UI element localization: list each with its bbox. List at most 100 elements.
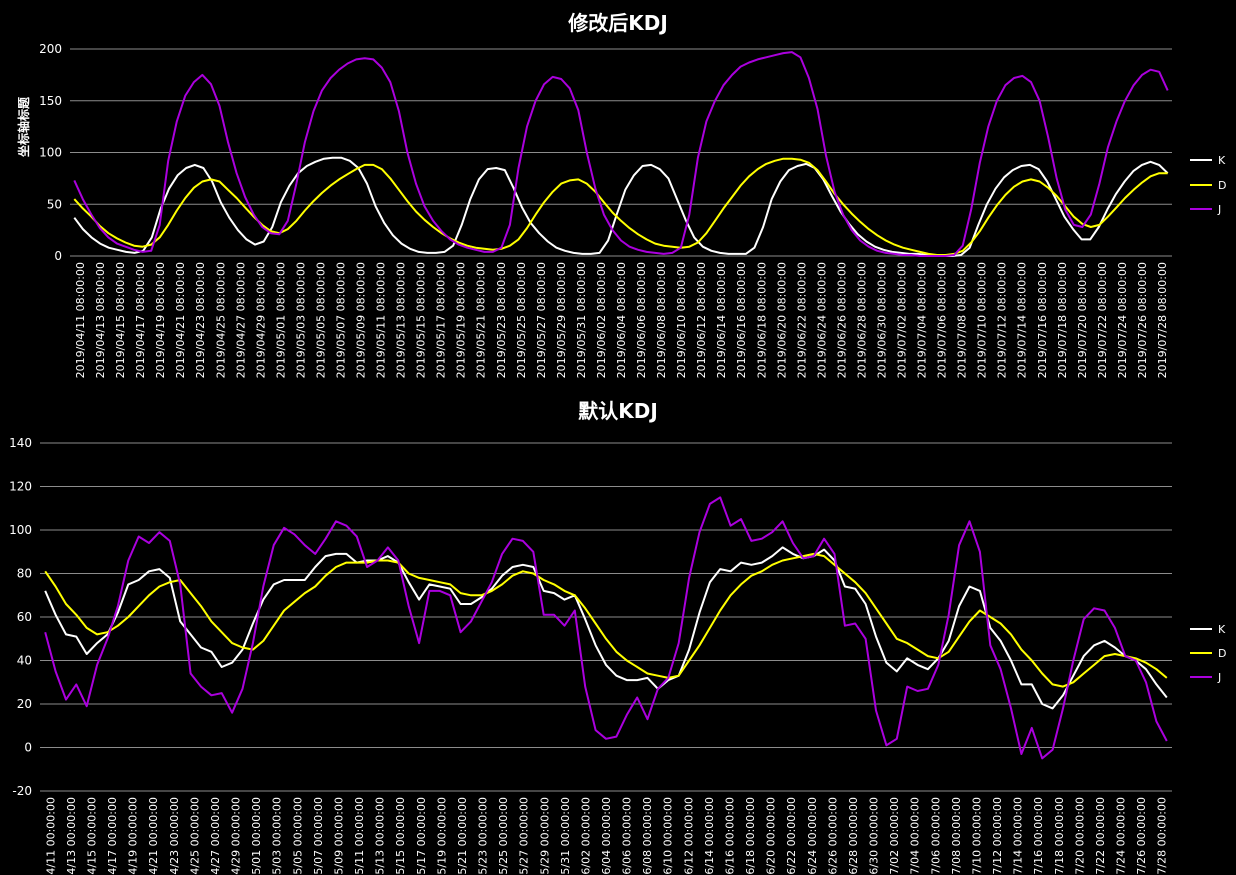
x-tick-label: 2019/05/15 08:00:00 (415, 262, 428, 378)
legend-label-D: D (1218, 179, 1226, 192)
y-tick-label: 50 (47, 197, 62, 211)
x-tick-label: 2019/05/13 08:00:00 (395, 262, 408, 378)
x-tick-label: 2019/06/08 00:00:00 (641, 797, 654, 875)
x-tick-label: 2019/05/09 08:00:00 (355, 262, 368, 378)
x-tick-label: 2019/07/24 08:00:00 (1116, 262, 1129, 378)
x-tick-label: 2019/05/23 08:00:00 (495, 262, 508, 378)
x-tick-label: 2019/07/10 08:00:00 (976, 262, 989, 378)
x-tick-label: 2019/07/20 00:00:00 (1073, 797, 1086, 875)
series-line-D (44, 552, 1168, 688)
x-tick-label: 2019/05/01 08:00:00 (274, 262, 287, 378)
x-tick-label: 2019/05/25 00:00:00 (497, 797, 510, 875)
series-lines (73, 51, 1169, 257)
x-tick-label: 2019/04/15 00:00:00 (85, 797, 98, 875)
y-tick-label: 0 (54, 249, 62, 263)
x-tick-label: 2019/07/12 00:00:00 (991, 797, 1004, 875)
x-tick-label: 2019/04/17 00:00:00 (106, 797, 119, 875)
x-tick-label: 2019/07/22 00:00:00 (1094, 797, 1107, 875)
x-tick-label: 2019/06/14 08:00:00 (715, 262, 728, 378)
y-tick-labels: 0 50 100 150 200 (39, 42, 62, 263)
x-tick-label: 2019/07/28 00:00:00 (1156, 797, 1169, 875)
y-tick-label: 200 (39, 42, 62, 56)
x-tick-label: 2019/05/19 08:00:00 (455, 262, 468, 378)
x-tick-label: 2019/05/03 00:00:00 (271, 797, 284, 875)
x-tick-label: 2019/06/08 08:00:00 (655, 262, 668, 378)
x-tick-label: 2019/05/07 00:00:00 (312, 797, 325, 875)
chart-title: 默认KDJ (578, 399, 658, 423)
x-tick-labels: 2019/04/11 00:00:00 2019/04/13 00:00:00 20… (44, 797, 1168, 875)
x-tick-label: 2019/04/23 00:00:00 (168, 797, 181, 875)
x-tick-label: 2019/05/17 08:00:00 (435, 262, 448, 378)
x-tick-label: 2019/05/03 08:00:00 (294, 262, 307, 378)
y-tick-label: 20 (17, 697, 32, 711)
x-tick-label: 2019/05/29 00:00:00 (538, 797, 551, 875)
x-tick-label: 2019/06/26 00:00:00 (826, 797, 839, 875)
x-tick-label: 2019/04/19 08:00:00 (154, 262, 167, 378)
y-tick-label: 60 (17, 610, 32, 624)
x-tick-label: 2019/06/20 00:00:00 (765, 797, 778, 875)
x-tick-label: 2019/06/30 08:00:00 (875, 262, 888, 378)
x-tick-label: 2019/06/12 00:00:00 (682, 797, 695, 875)
x-tick-label: 2019/06/28 00:00:00 (847, 797, 860, 875)
x-tick-label: 2019/07/28 08:00:00 (1156, 262, 1169, 378)
x-tick-label: 2019/05/01 00:00:00 (250, 797, 263, 875)
x-tick-label: 2019/05/27 08:00:00 (535, 262, 548, 378)
series-line-J (73, 51, 1169, 257)
x-tick-label: 2019/06/10 08:00:00 (675, 262, 688, 378)
y-axis-title: 坐标轴标题 (16, 96, 31, 157)
series-lines (44, 496, 1168, 760)
x-tick-label: 2019/06/04 00:00:00 (600, 797, 613, 875)
x-tick-label: 2019/07/16 08:00:00 (1036, 262, 1049, 378)
x-tick-label: 2019/05/21 08:00:00 (475, 262, 488, 378)
x-tick-label: 2019/07/04 00:00:00 (909, 797, 922, 875)
x-tick-label: 2019/04/13 08:00:00 (94, 262, 107, 378)
x-tick-label: 2019/04/21 00:00:00 (147, 797, 160, 875)
x-tick-label: 2019/05/27 00:00:00 (518, 797, 531, 875)
x-tick-label: 2019/04/13 00:00:00 (65, 797, 78, 875)
x-tick-label: 2019/07/08 00:00:00 (950, 797, 963, 875)
x-tick-label: 2019/04/25 00:00:00 (188, 797, 201, 875)
y-tick-label: 40 (17, 654, 32, 668)
x-tick-labels: 2019/04/11 08:00:00 2019/04/13 08:00:00 20… (74, 262, 1169, 378)
x-tick-label: 2019/04/19 00:00:00 (127, 797, 140, 875)
x-tick-label: 2019/06/02 00:00:00 (579, 797, 592, 875)
x-tick-label: 2019/06/20 08:00:00 (775, 262, 788, 378)
x-tick-label: 2019/06/02 08:00:00 (595, 262, 608, 378)
y-tick-label: -20 (12, 784, 32, 798)
x-tick-label: 2019/07/02 08:00:00 (896, 262, 909, 378)
y-tick-label: 120 (9, 480, 32, 494)
x-tick-label: 2019/06/16 00:00:00 (723, 797, 736, 875)
x-tick-label: 2019/05/19 00:00:00 (435, 797, 448, 875)
x-tick-label: 2019/06/16 08:00:00 (735, 262, 748, 378)
x-tick-label: 2019/06/30 00:00:00 (868, 797, 881, 875)
legend-label-J: J (1217, 671, 1221, 684)
x-tick-label: 2019/07/26 08:00:00 (1136, 262, 1149, 378)
x-tick-label: 2019/06/24 08:00:00 (815, 262, 828, 378)
y-tick-labels: -20 0 20 40 60 80 100 120 140 (9, 436, 32, 798)
y-tick-label: 100 (9, 523, 32, 537)
series-line-J (44, 496, 1168, 760)
x-tick-label: 2019/05/29 08:00:00 (555, 262, 568, 378)
x-tick-label: 2019/07/24 00:00:00 (1115, 797, 1128, 875)
x-tick-label: 2019/06/12 08:00:00 (695, 262, 708, 378)
x-tick-label: 2019/06/06 08:00:00 (635, 262, 648, 378)
y-tick-label: 140 (9, 436, 32, 450)
y-tick-label: 80 (17, 567, 32, 581)
x-tick-label: 2019/06/24 00:00:00 (806, 797, 819, 875)
legend-label-K: K (1218, 154, 1226, 167)
series-line-K (44, 546, 1168, 710)
x-tick-label: 2019/07/26 00:00:00 (1135, 797, 1148, 875)
x-tick-label: 2019/07/14 08:00:00 (1016, 262, 1029, 378)
x-tick-label: 2019/05/13 00:00:00 (374, 797, 387, 875)
x-tick-label: 2019/05/17 00:00:00 (415, 797, 428, 875)
x-tick-label: 2019/07/06 00:00:00 (929, 797, 942, 875)
x-tick-label: 2019/06/04 08:00:00 (615, 262, 628, 378)
x-tick-label: 2019/04/15 08:00:00 (114, 262, 127, 378)
y-tick-label: 100 (39, 146, 62, 160)
x-tick-label: 2019/05/15 00:00:00 (394, 797, 407, 875)
legend-label-D: D (1218, 647, 1226, 660)
x-tick-label: 2019/05/11 08:00:00 (375, 262, 388, 378)
x-tick-label: 2019/07/16 00:00:00 (1032, 797, 1045, 875)
